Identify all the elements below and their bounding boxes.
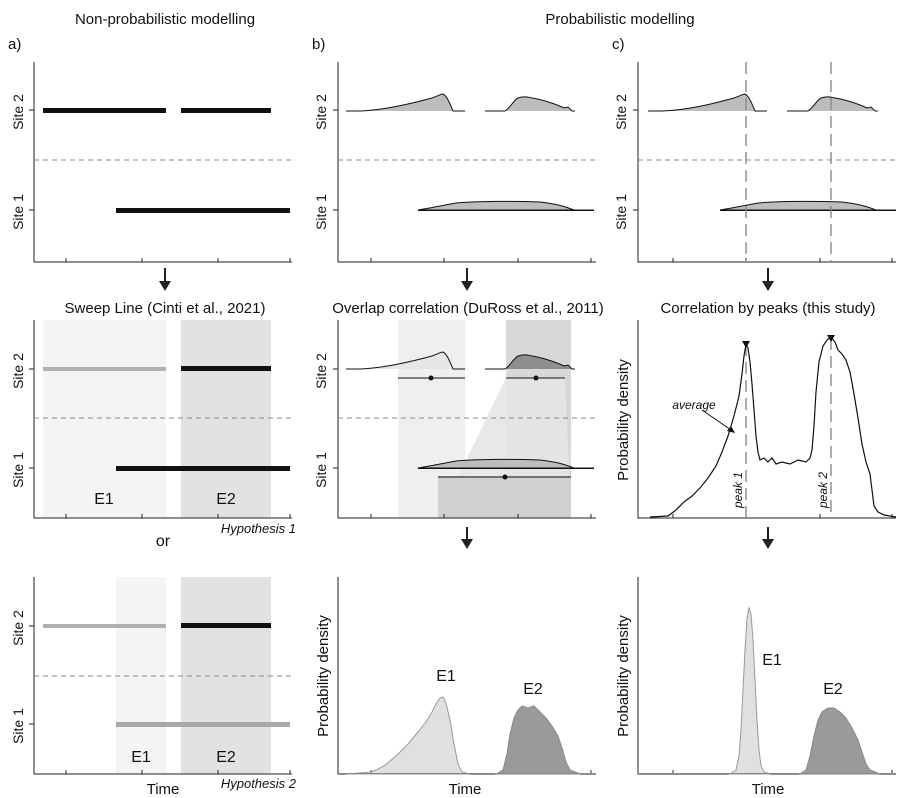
- hypothesis-2-label: Hypothesis 2: [221, 776, 297, 791]
- event-label-e2: E2: [823, 681, 843, 698]
- event-label-e1: E1: [131, 749, 151, 766]
- panel-a-top: Site 2 Site 1: [10, 62, 292, 263]
- down-arrow-icon: [461, 527, 473, 549]
- event-pdf-e2: [798, 707, 881, 775]
- or-label: or: [156, 533, 171, 550]
- site1-label: Site 1: [10, 708, 26, 744]
- y-axis-label: Probability density: [615, 615, 632, 737]
- site2-pdf-e1: [346, 93, 465, 112]
- annotation-average: average: [672, 398, 716, 412]
- event-pdf-e1: [728, 606, 771, 775]
- subtitle-sweep-line: Sweep Line (Cinti et al., 2021): [65, 300, 266, 317]
- site1-label: Site 1: [313, 452, 329, 488]
- subtitle-overlap: Overlap correlation (DuRoss et al., 2011…: [332, 300, 604, 317]
- y-axis-label: Probability density: [615, 359, 632, 481]
- event-label-e2: E2: [523, 681, 543, 698]
- panel-b-middle: Site 2 Site 1: [313, 320, 596, 519]
- event-pdf-e2: [494, 705, 581, 775]
- event-label-e1: E1: [94, 491, 114, 508]
- panel-c-bottom: E1 E2 Time Probability density: [615, 577, 896, 798]
- annotation-peak2: peak 2: [816, 472, 830, 509]
- down-arrow-icon: [762, 268, 774, 291]
- site2-label: Site 2: [10, 610, 26, 646]
- panel-a-bottom: E1 E2 Time Hypothesis 2 Site 2 Site 1: [10, 577, 297, 798]
- site1-label: Site 1: [613, 194, 629, 230]
- site2-label: Site 2: [313, 94, 329, 130]
- column-title-nonprob: Non-probabilistic modelling: [75, 11, 255, 28]
- x-axis-label: Time: [147, 781, 180, 798]
- site1-label: Site 1: [10, 194, 26, 230]
- site1-label: Site 1: [10, 452, 26, 488]
- site2-label: Site 2: [313, 353, 329, 389]
- panel-c-middle: average peak 1 peak 2 Probability densit…: [615, 320, 897, 519]
- site2-pdf-e2: [787, 96, 878, 112]
- down-arrow-icon: [762, 527, 774, 549]
- y-axis-label: Probability density: [315, 615, 332, 737]
- site2-event-bar-2: [181, 108, 271, 113]
- x-axis-label: Time: [752, 781, 785, 798]
- panel-b-bottom: E1 E2 Time Probability density: [315, 577, 596, 798]
- event-label-e1: E1: [436, 668, 456, 685]
- site2-label: Site 2: [613, 94, 629, 130]
- panel-b-top: Site 2 Site 1: [313, 62, 596, 263]
- site1-event-bar: [116, 208, 290, 213]
- event-label-e2: E2: [216, 749, 236, 766]
- site1-label: Site 1: [313, 194, 329, 230]
- event-label-e2: E2: [216, 491, 236, 508]
- column-title-prob: Probabilistic modelling: [545, 11, 694, 28]
- down-arrow-icon: [159, 268, 171, 291]
- panel-letter-c: c): [612, 36, 625, 53]
- panel-a-middle: E1 E2 Hypothesis 1 Site 2 Site 1: [10, 320, 296, 536]
- site2-pdf-e2: [485, 96, 575, 112]
- x-axis-label: Time: [449, 781, 482, 798]
- down-arrow-icon: [461, 268, 473, 291]
- site2-label: Site 2: [10, 353, 26, 389]
- subtitle-peaks: Correlation by peaks (this study): [660, 300, 875, 317]
- event-label-e1: E1: [762, 652, 782, 669]
- site1-pdf: [417, 200, 594, 211]
- average-density-curve: [649, 336, 897, 518]
- event-pdf-e1: [345, 696, 471, 775]
- panel-letter-b: b): [312, 36, 325, 53]
- site2-label: Site 2: [10, 94, 26, 130]
- site2-pdf-e1: [648, 93, 767, 112]
- annotation-peak1: peak 1: [731, 472, 745, 509]
- panel-letter-a: a): [8, 36, 21, 53]
- site1-pdf: [719, 200, 896, 211]
- hypothesis-1-label: Hypothesis 1: [221, 521, 296, 536]
- panel-c-top: Site 2 Site 1: [613, 62, 896, 263]
- site2-event-bar-1: [43, 108, 166, 113]
